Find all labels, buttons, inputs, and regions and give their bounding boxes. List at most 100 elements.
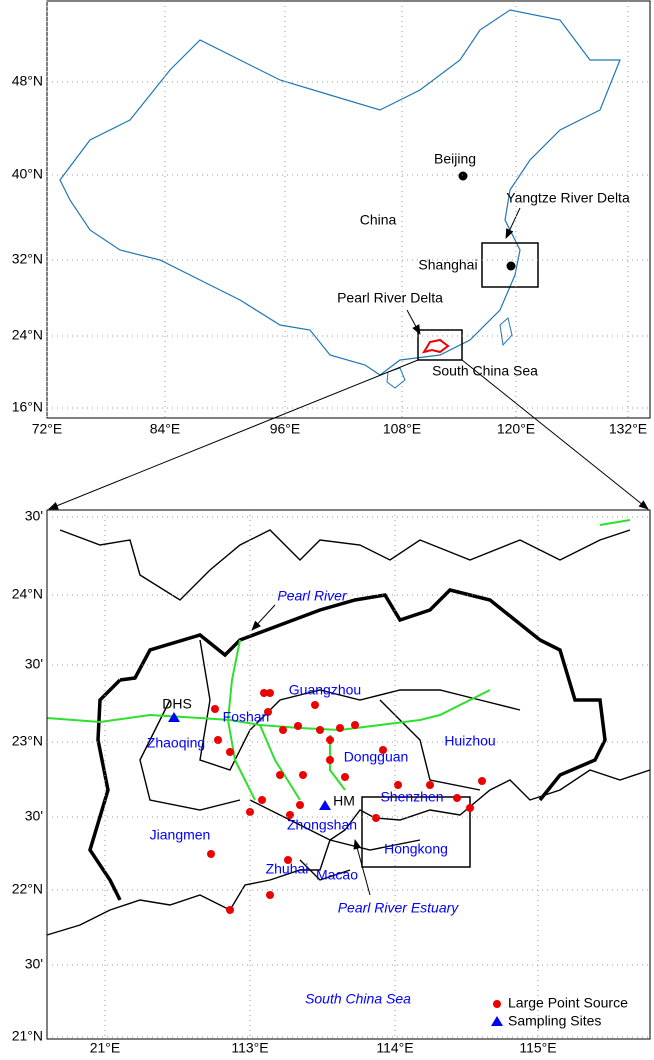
point-source <box>207 850 215 858</box>
detail-map: 30' 24°N 30' 23°N 30' 22°N 30' 21°N 21°E 113°E 114… <box>12 508 651 1056</box>
point-source <box>226 748 234 756</box>
point-source <box>466 804 474 812</box>
point-source <box>226 906 234 914</box>
yrd-box <box>481 242 539 288</box>
place-label: Zhaoqing <box>147 735 205 751</box>
pearl-river-delta-outline <box>421 338 450 354</box>
point-source <box>284 856 292 864</box>
rivers <box>46 519 631 801</box>
place-label: South China Sea <box>432 363 538 379</box>
point-source <box>279 726 287 734</box>
lat-label: 23°N <box>12 733 43 749</box>
place-label: Huizhou <box>444 733 495 749</box>
point-source <box>372 814 380 822</box>
lon-label: 132°E <box>609 421 647 437</box>
sampling-site-dhs <box>168 712 180 722</box>
lat-label: 24°N <box>12 586 43 602</box>
place-label: Shanghai <box>418 257 477 273</box>
coastline <box>46 769 651 936</box>
place-label: Pearl River Delta <box>337 290 443 306</box>
lon-label: 72°E <box>32 421 63 437</box>
lat-label: 16°N <box>12 399 43 415</box>
place-label: China <box>360 212 397 228</box>
lon-label: 84°E <box>150 421 181 437</box>
zoom-arrow-left <box>48 359 419 510</box>
point-source <box>311 701 319 709</box>
overview-map: 48°N 40°N 32°N 24°N 16°N 72°E 84°E 96°E 108°E 120… <box>12 0 651 437</box>
place-label: Hongkong <box>384 841 448 857</box>
point-source <box>394 781 402 789</box>
overview-frame <box>46 0 651 419</box>
lon-label: 96°E <box>270 421 301 437</box>
beijing-marker <box>458 171 468 181</box>
place-label: DHS <box>162 696 192 712</box>
place-label: South China Sea <box>305 991 411 1007</box>
place-label: Beijing <box>434 151 476 167</box>
point-source <box>211 705 219 713</box>
point-source <box>276 771 284 779</box>
point-source <box>341 773 349 781</box>
lat-label: 22°N <box>12 881 43 897</box>
point-source <box>426 781 434 789</box>
point-source <box>214 736 222 744</box>
province-boundary <box>88 588 607 901</box>
lat-label: 48°N <box>12 73 43 89</box>
legend-label: Large Point Source <box>508 995 628 1011</box>
china-outline <box>59 9 621 376</box>
point-source <box>326 736 334 744</box>
legend-label: Sampling Sites <box>508 1013 601 1029</box>
place-label: Dongguan <box>344 749 409 765</box>
point-source <box>296 801 304 809</box>
lon-label: 21°E <box>90 1040 121 1055</box>
point-source <box>478 777 486 785</box>
place-label: Yangtze River Delta <box>506 190 630 206</box>
place-label: Guangzhou <box>289 682 361 698</box>
point-source <box>299 771 307 779</box>
lon-label: 113°E <box>231 1040 268 1055</box>
prd-box <box>417 329 463 361</box>
lat-label: 30' <box>25 956 43 972</box>
point-source <box>246 808 254 816</box>
place-label: Foshan <box>223 709 270 725</box>
hainan <box>386 367 406 389</box>
lat-label: 30' <box>25 808 43 824</box>
point-source <box>453 794 461 802</box>
zoom-arrow-right <box>461 359 649 510</box>
point-source <box>316 726 324 734</box>
hongkong-box <box>361 796 471 868</box>
lat-label: 24°N <box>12 327 43 343</box>
lat-label: 32°N <box>12 251 43 267</box>
yrd-arrow <box>505 207 521 239</box>
place-label: HM <box>333 793 355 809</box>
point-source <box>258 796 266 804</box>
prd-arrow <box>406 309 421 335</box>
point-source <box>266 689 274 697</box>
point-source <box>260 689 268 697</box>
point-source <box>336 724 344 732</box>
estuary-arrow <box>353 839 371 896</box>
pearl-river-arrow <box>251 604 276 631</box>
place-label: Zhuhai <box>266 861 309 877</box>
legend-point-source-marker <box>493 1000 501 1008</box>
lat-label: 40°N <box>12 166 43 182</box>
taiwan <box>499 317 513 347</box>
place-label: Pearl River Estuary <box>338 900 460 916</box>
detail-frame <box>46 509 651 1040</box>
lat-label: 21°N <box>12 1028 43 1044</box>
lon-label: 120°E <box>497 421 535 437</box>
point-source <box>351 721 359 729</box>
place-label: Pearl River <box>277 588 348 604</box>
place-label: Macao <box>316 867 358 883</box>
place-label: Shenzhen <box>380 789 443 805</box>
sampling-site-hm <box>319 800 331 810</box>
place-label: Zhongshan <box>287 817 357 833</box>
point-source <box>294 722 302 730</box>
point-source <box>266 891 274 899</box>
point-source <box>264 708 272 716</box>
lat-label: 30' <box>25 508 43 524</box>
legend-sampling-site-marker <box>491 1016 503 1026</box>
shanghai-marker <box>506 261 516 271</box>
lon-label: 108°E <box>383 421 421 437</box>
place-label: Jiangmen <box>150 827 211 843</box>
lon-label: 115°E <box>519 1040 556 1055</box>
